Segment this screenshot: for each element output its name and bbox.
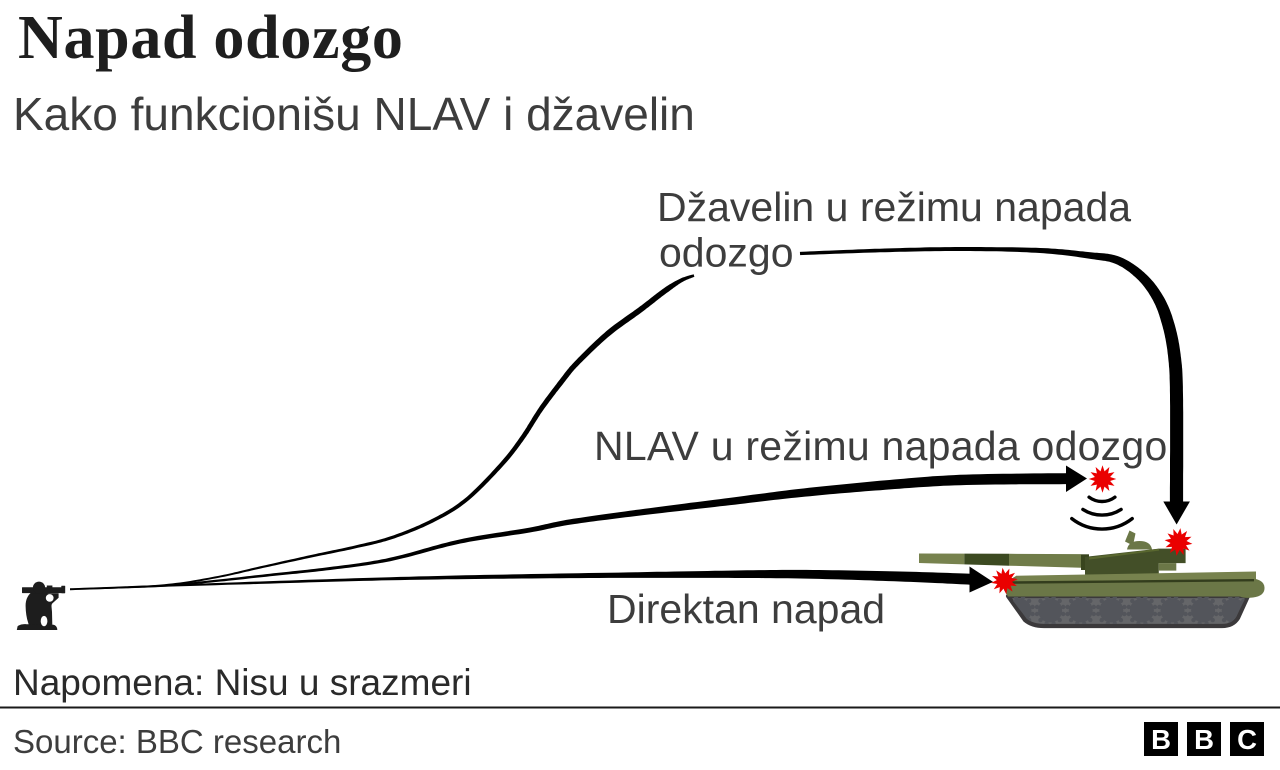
svg-text:C: C [1237, 724, 1257, 755]
svg-text:NLAV u režimu napada odozgo: NLAV u režimu napada odozgo [594, 423, 1168, 469]
svg-text:Kako funkcionišu NLAV i džavel: Kako funkcionišu NLAV i džavelin [13, 88, 695, 140]
svg-text:Napomena: Nisu u srazmeri: Napomena: Nisu u srazmeri [13, 662, 472, 703]
svg-text:Džavelin u režimu napada: Džavelin u režimu napada [657, 184, 1131, 230]
svg-text:B: B [1151, 724, 1171, 755]
svg-text:Napad odozgo: Napad odozgo [18, 4, 404, 72]
svg-text:Direktan napad: Direktan napad [607, 586, 885, 632]
svg-text:odozgo: odozgo [659, 230, 794, 276]
svg-text:Source: BBC research: Source: BBC research [13, 723, 341, 760]
svg-text:B: B [1194, 724, 1214, 755]
